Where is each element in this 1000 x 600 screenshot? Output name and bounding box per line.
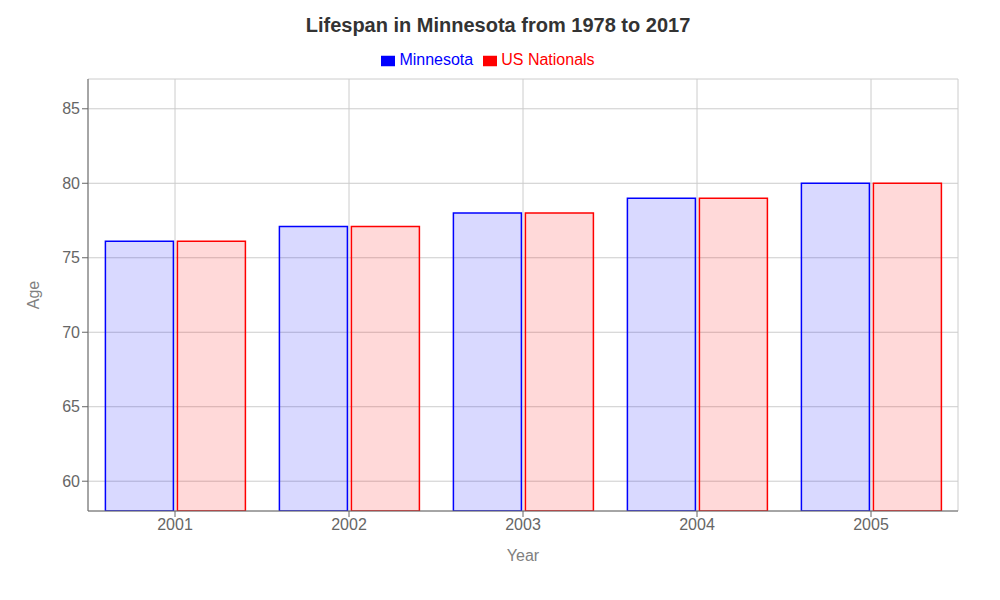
svg-text:60: 60 — [62, 473, 80, 490]
html-text:Minnesota: Minnesota — [399, 51, 474, 68]
svg-text:2002: 2002 — [331, 516, 367, 533]
svg-text:2003: 2003 — [505, 516, 541, 533]
svg-text:2004: 2004 — [679, 516, 715, 533]
svg-text:70: 70 — [62, 324, 80, 341]
svg-text:Year: Year — [507, 547, 540, 564]
svg-text:2001: 2001 — [157, 516, 193, 533]
svg-text:Age: Age — [25, 281, 42, 310]
svg-text:75: 75 — [62, 249, 80, 266]
html-text:US Nationals: US Nationals — [501, 51, 595, 68]
svg-text:85: 85 — [62, 100, 80, 117]
html-text:Lifespan in Minnesota from 197: Lifespan in Minnesota from 1978 to 2017 — [305, 14, 691, 36]
svg-text:65: 65 — [62, 398, 80, 415]
svg-text:80: 80 — [62, 175, 80, 192]
svg-text:2005: 2005 — [853, 516, 889, 533]
